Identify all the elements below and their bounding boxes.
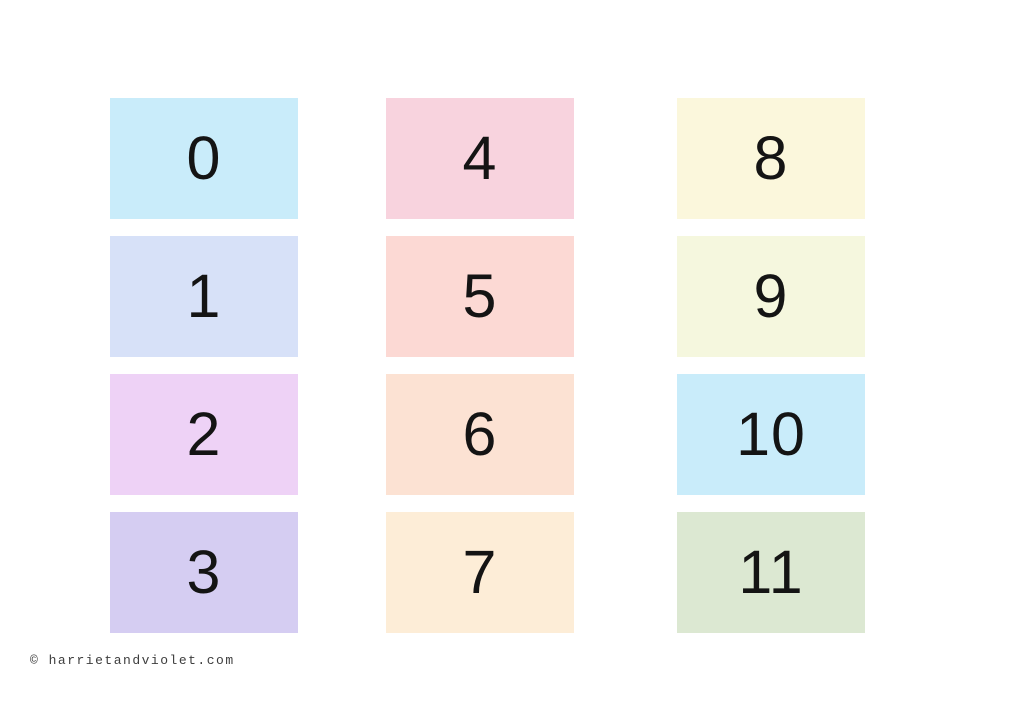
card-number-label: 10 bbox=[736, 400, 806, 468]
number-card-0: 0 bbox=[110, 98, 298, 219]
card-number-label: 3 bbox=[186, 538, 222, 606]
card-number-label: 7 bbox=[462, 538, 498, 606]
number-card-4: 4 bbox=[386, 98, 574, 219]
number-card-6: 6 bbox=[386, 374, 574, 495]
card-number-label: 4 bbox=[462, 124, 498, 192]
card-column-2: 4 5 6 7 bbox=[386, 98, 574, 633]
number-card-11: 11 bbox=[677, 512, 865, 633]
number-card-3: 3 bbox=[110, 512, 298, 633]
card-number-label: 11 bbox=[738, 538, 804, 606]
card-number-label: 8 bbox=[753, 124, 789, 192]
card-number-label: 0 bbox=[186, 124, 222, 192]
card-number-label: 5 bbox=[462, 262, 498, 330]
number-card-10: 10 bbox=[677, 374, 865, 495]
number-card-1: 1 bbox=[110, 236, 298, 357]
number-card-8: 8 bbox=[677, 98, 865, 219]
number-card-9: 9 bbox=[677, 236, 865, 357]
card-number-label: 6 bbox=[462, 400, 498, 468]
copyright-text: © harrietandviolet.com bbox=[30, 653, 235, 668]
number-card-7: 7 bbox=[386, 512, 574, 633]
card-number-label: 2 bbox=[186, 400, 222, 468]
card-column-1: 0 1 2 3 bbox=[110, 98, 298, 633]
card-number-label: 9 bbox=[753, 262, 789, 330]
card-column-3: 8 9 10 11 bbox=[677, 98, 865, 633]
number-card-5: 5 bbox=[386, 236, 574, 357]
card-number-label: 1 bbox=[186, 262, 222, 330]
number-card-2: 2 bbox=[110, 374, 298, 495]
